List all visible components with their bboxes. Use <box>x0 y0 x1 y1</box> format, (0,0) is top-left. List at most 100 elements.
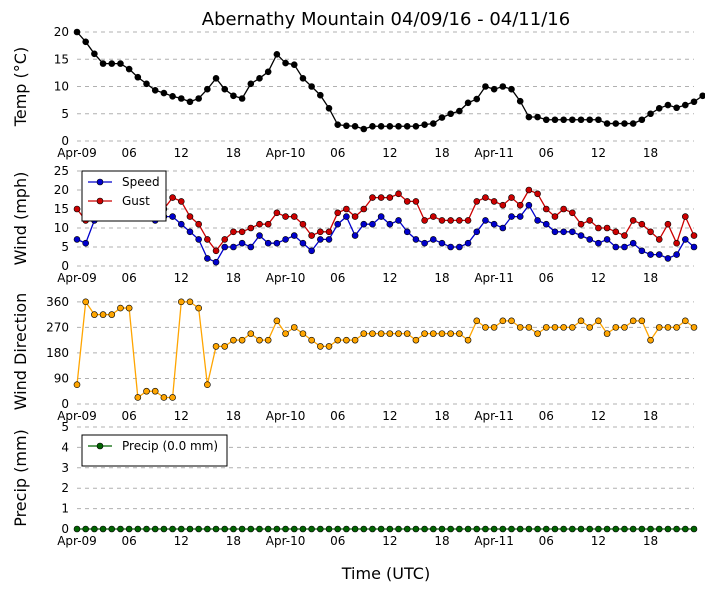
wind-data-point <box>429 213 437 220</box>
precip-data-point <box>73 525 81 533</box>
precip-data-point <box>290 525 298 533</box>
precip-data-point <box>412 525 420 533</box>
precip-data-point <box>421 525 428 533</box>
precip-data-point <box>673 525 680 533</box>
wind-xtick-label: 06 <box>122 271 137 285</box>
wind-data-point <box>621 232 628 239</box>
temp-data-point <box>204 85 211 93</box>
temp-data-point <box>117 60 124 67</box>
wind_dir-data-point <box>403 330 411 337</box>
wind-data-point <box>664 220 672 228</box>
wind-data-point <box>290 232 298 239</box>
wind-data-point <box>690 243 698 251</box>
wind-ytick-label: 25 <box>54 164 69 178</box>
wind-data-point <box>438 217 446 224</box>
wind-data-point <box>247 224 255 232</box>
wind-data-point <box>195 236 202 243</box>
wind_dir-data-point <box>560 324 567 331</box>
wind-data-point <box>73 236 81 243</box>
wind-data-point <box>377 194 385 201</box>
wind-data-point <box>221 236 229 243</box>
precip-data-point <box>664 525 672 533</box>
temp-data-point <box>151 87 159 94</box>
wind_dir-data-point <box>273 317 281 325</box>
precip-data-point <box>603 525 611 533</box>
wind_dir-data-point <box>195 304 202 312</box>
wind-data-point <box>525 186 533 194</box>
precip-xtick-label: 18 <box>643 534 658 548</box>
wind_dir-xtick-label: 18 <box>434 409 449 423</box>
precip-data-point <box>221 525 229 533</box>
wind_dir-data-point <box>73 381 81 389</box>
wind-data-point <box>73 205 81 213</box>
wind-data-point <box>334 220 342 228</box>
temp-data-point <box>499 83 507 90</box>
wind-data-point <box>629 239 637 247</box>
wind-data-point <box>317 236 324 243</box>
wind-data-point <box>586 236 594 243</box>
wind-data-point <box>499 201 507 209</box>
temp-ytick-label: 0 <box>61 134 69 148</box>
wind_dir-ytick-label: 270 <box>46 320 69 334</box>
wind_dir-data-point <box>264 336 272 344</box>
wind-data-point <box>655 236 663 243</box>
temp-ytick-label: 15 <box>54 52 69 66</box>
wind-xtick-label: 18 <box>643 271 658 285</box>
temp-data-point <box>603 120 611 127</box>
wind-data-point <box>343 213 350 220</box>
temp-data-point <box>612 120 620 127</box>
precip-xtick-label: 12 <box>174 534 189 548</box>
precip-data-point <box>282 525 289 533</box>
precip-data-point <box>212 525 220 533</box>
wind-data-point <box>551 213 559 220</box>
wind-data-point <box>638 220 646 228</box>
wind_dir-data-point <box>299 330 307 337</box>
wind-data-point <box>542 205 550 213</box>
wind-data-point <box>673 251 680 258</box>
wind-ytick-label: 0 <box>61 259 69 273</box>
temp-data-point <box>386 122 394 130</box>
wind_dir-y-axis-label: Wind Direction <box>11 293 30 411</box>
wind-data-point <box>569 228 576 236</box>
temp-data-point <box>682 101 689 109</box>
temp-data-point <box>621 120 628 127</box>
wind-data-point <box>395 217 402 224</box>
temp-data-point <box>99 60 107 67</box>
temp-data-point <box>377 122 385 130</box>
wind_dir-data-point <box>91 311 98 318</box>
temp-data-point <box>360 125 368 133</box>
wind-data-point <box>212 247 220 255</box>
temp-data-point <box>177 95 185 102</box>
wind-data-point <box>273 239 281 247</box>
wind-data-point <box>369 194 376 201</box>
temp-data-point <box>82 38 89 46</box>
wind_dir-data-point <box>490 324 498 331</box>
precip-data-point <box>429 525 437 533</box>
wind-data-point <box>438 239 446 247</box>
wind-data-point <box>204 236 211 243</box>
wind-data-point <box>177 220 185 228</box>
wind-data-point <box>603 224 611 232</box>
wind-data-point <box>256 232 263 239</box>
wind_dir-data-point <box>595 317 602 325</box>
temp-xtick-label: Apr-09 <box>57 146 97 160</box>
wind-data-point <box>490 220 498 228</box>
temp-series-line <box>76 31 705 130</box>
wind_dir-data-point <box>473 317 481 325</box>
wind_dir-xtick-label: 06 <box>330 409 345 423</box>
temp-data-point <box>560 116 567 124</box>
wind-data-point <box>516 213 524 220</box>
wind-data-point <box>195 220 202 228</box>
temp-data-point <box>256 75 263 82</box>
precip-data-point <box>551 525 559 533</box>
wind-data-point <box>403 198 411 205</box>
precip-data-point <box>177 525 185 533</box>
temp-ytick-label: 20 <box>54 25 69 39</box>
wind_dir-xtick-label: 12 <box>591 409 606 423</box>
wind-data-point <box>264 220 272 228</box>
wind_dir-ytick-label: 180 <box>46 346 69 360</box>
wind_dir-data-point <box>290 324 298 331</box>
precip-data-point <box>238 525 246 533</box>
wind_dir-data-point <box>204 381 211 389</box>
